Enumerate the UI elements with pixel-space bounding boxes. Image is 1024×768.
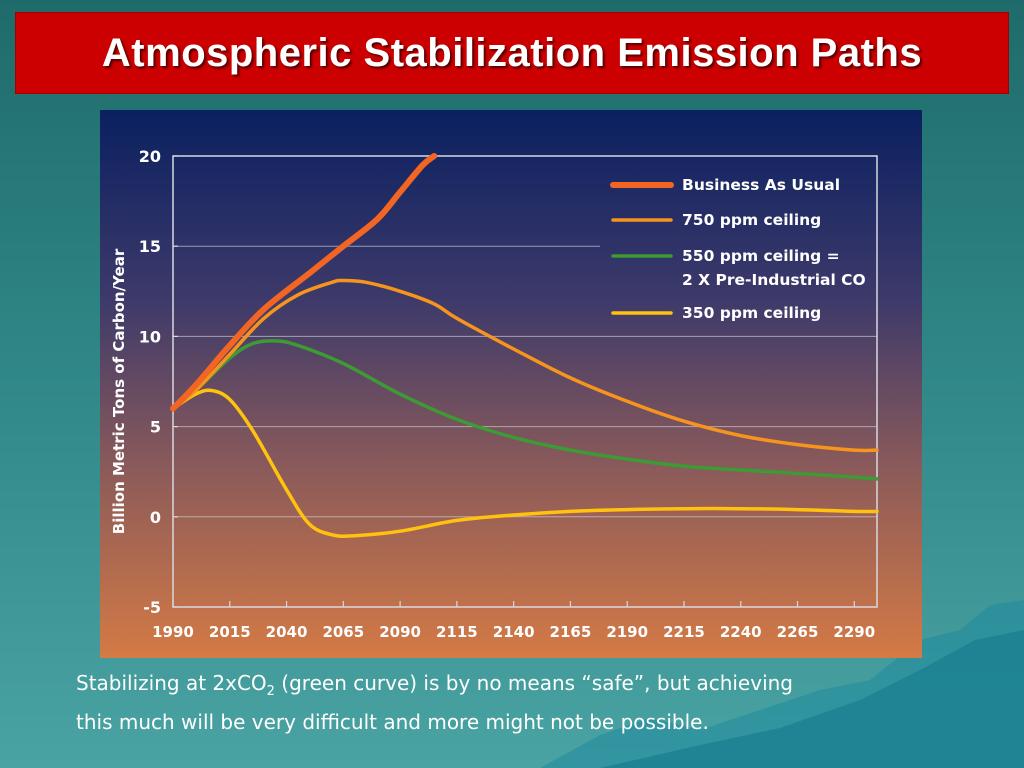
chart-background — [100, 110, 922, 658]
x-tick-label: 2065 — [322, 623, 364, 641]
x-tick-label: 2090 — [379, 623, 421, 641]
slide-title: Atmospheric Stabilization Emission Paths — [101, 30, 923, 75]
legend-label: 2 X Pre-Industrial CO — [682, 271, 866, 289]
series-750ppm-line — [171, 278, 879, 453]
x-tick-label: 2115 — [436, 623, 478, 641]
y-tick-label: 0 — [150, 508, 161, 527]
x-tick-label: 2015 — [209, 623, 251, 641]
caption-subscript: 2 — [266, 684, 275, 699]
caption-prefix: Stabilizing at 2xCO — [76, 671, 267, 695]
caption: Stabilizing at 2xCO2 (green curve) is by… — [76, 668, 956, 738]
y-axis-title: Billion Metric Tons of Carbon/Year — [110, 248, 128, 534]
y-tick-label: 10 — [139, 327, 161, 346]
emission-chart: -5 0 5 10 15 20 1990 2015 2040 2065 2090 2115 2140 21… — [100, 110, 922, 658]
x-tick-label: 2165 — [550, 623, 592, 641]
x-tick-label: 2290 — [833, 623, 875, 641]
series-350ppm-line — [171, 388, 879, 538]
legend-label: 750 ppm ceiling — [682, 211, 821, 229]
plot-frame — [172, 155, 878, 608]
y-tick-label: 20 — [139, 147, 161, 166]
x-tick-label: 2215 — [663, 623, 705, 641]
chart-svg: -5 0 5 10 15 20 1990 2015 2040 2065 2090 2115 2140 21… — [100, 110, 922, 658]
x-tick-label: 2240 — [720, 623, 762, 641]
caption-line2: this much will be very difficult and mor… — [76, 710, 709, 734]
series-business-as-usual-line — [170, 153, 438, 412]
caption-line1-rest: (green curve) is by no means “safe”, but… — [274, 671, 793, 695]
x-tick-label: 2265 — [777, 623, 819, 641]
y-tick-label: 5 — [150, 418, 161, 437]
legend-label: Business As Usual — [682, 176, 840, 194]
y-tick-label: -5 — [143, 598, 161, 617]
series-550ppm-line — [171, 339, 879, 481]
x-tick-label: 1990 — [152, 623, 194, 641]
title-bar: Atmospheric Stabilization Emission Paths — [15, 12, 1009, 94]
y-tick-label: 15 — [139, 237, 161, 256]
x-tick-label: 2040 — [266, 623, 308, 641]
x-tick-label: 2190 — [606, 623, 648, 641]
legend-label: 350 ppm ceiling — [682, 304, 821, 322]
x-tick-label: 2140 — [493, 623, 535, 641]
legend-label: 550 ppm ceiling = — [682, 247, 840, 265]
